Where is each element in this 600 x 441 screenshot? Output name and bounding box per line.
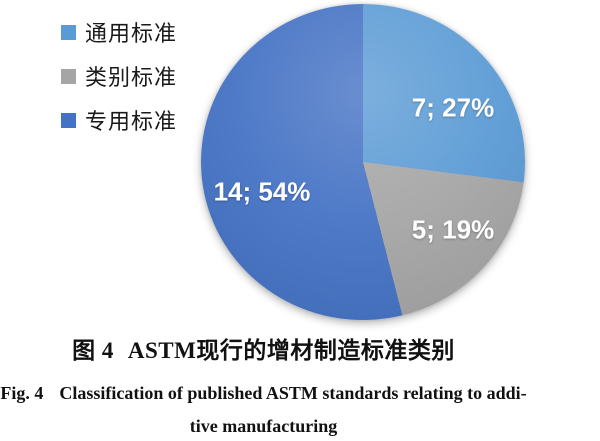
legend-item: 类别标准	[61, 61, 177, 91]
figure-title-cn: ASTM现行的增材制造标准类别	[127, 338, 455, 363]
figure-caption-cn: 图 4 ASTM现行的增材制造标准类别	[0, 336, 527, 365]
legend-item-label: 专用标准	[85, 109, 178, 134]
figure-title-en-line1: Classification of published ASTM standar…	[59, 383, 527, 403]
legend-swatch-icon	[61, 112, 76, 128]
legend-swatch-icon	[61, 68, 76, 84]
legend-swatch-icon	[61, 24, 76, 40]
legend-item: 专用标准	[61, 105, 177, 135]
legend-item-label: 类别标准	[85, 65, 178, 90]
pie-slice-label: 14; 54%	[213, 176, 311, 207]
figure-caption-en-line2: tive manufacturing	[189, 416, 338, 436]
pie-slice-label: 7; 27%	[411, 92, 495, 123]
legend-item-label: 通用标准	[85, 21, 178, 46]
legend-item: 通用标准	[61, 17, 177, 47]
chart-legend: 通用标准 类别标准 专用标准	[61, 17, 177, 149]
figure-caption: 图 4 ASTM现行的增材制造标准类别 Fig. 4 Classification …	[0, 336, 527, 437]
pie-slice-label: 5; 19%	[411, 214, 495, 245]
figure-caption-en-line1: Fig. 4 Classification of published ASTM s…	[0, 383, 527, 404]
figure-number-cn: 图 4	[72, 338, 114, 363]
figure-number-en: Fig. 4	[0, 383, 44, 403]
pie-chart: 7; 27% 5; 19% 14; 54%	[201, 4, 525, 320]
